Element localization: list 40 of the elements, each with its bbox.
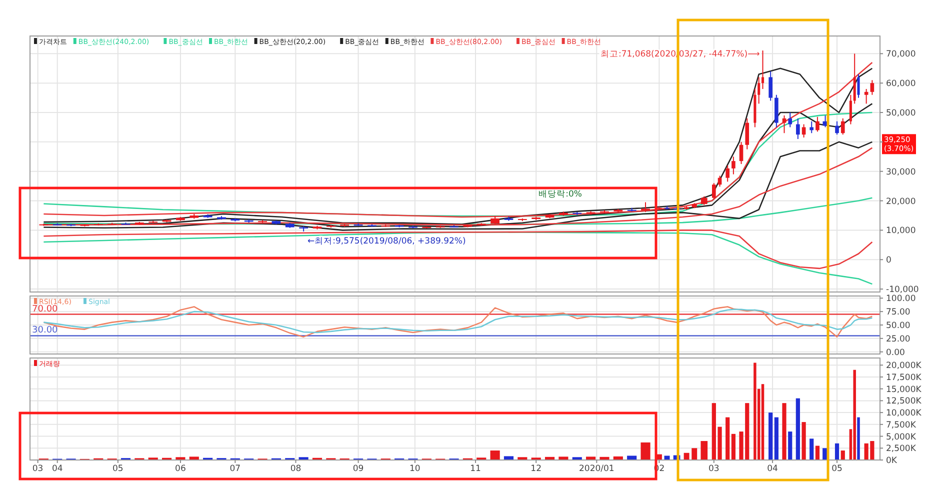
y-tick-label: 10,000K bbox=[886, 408, 922, 419]
y-tick-label: 50.00 bbox=[886, 321, 910, 331]
ref-line-label: 30.00 bbox=[32, 326, 58, 336]
y-tick-label: 100.00 bbox=[886, 294, 916, 304]
y-tick-label: 0K bbox=[886, 456, 898, 466]
ref-line-label: 70.00 bbox=[32, 304, 58, 314]
annotation: 배당락:0% bbox=[538, 190, 582, 200]
x-tick-label: 08 bbox=[290, 464, 302, 474]
x-tick-label: 03 bbox=[708, 464, 720, 474]
x-tick-label: 11 bbox=[470, 464, 481, 474]
y-tick-label: 10,000 bbox=[886, 226, 916, 236]
y-tick-label: 0.00 bbox=[886, 348, 905, 358]
y-tick-label: 70,000 bbox=[886, 50, 916, 60]
y-tick-label: 60,000 bbox=[886, 79, 916, 90]
annotation: ←최저:9,575(2019/08/06, +389.92%) bbox=[308, 236, 466, 246]
x-tick-label: 2020/01 bbox=[579, 464, 614, 474]
y-tick-label: 12,500K bbox=[886, 396, 922, 407]
y-tick-label: 0 bbox=[886, 256, 892, 266]
x-tick-label: 03 bbox=[32, 464, 44, 474]
y-tick-label: 17,500K bbox=[886, 372, 922, 383]
y-tick-label: 75.00 bbox=[886, 308, 910, 318]
x-tick-label: 09 bbox=[352, 464, 364, 474]
y-tick-label: 15,000K bbox=[886, 384, 922, 395]
x-tick-label: 04 bbox=[767, 464, 778, 474]
x-tick-label: 05 bbox=[112, 464, 124, 474]
x-tick-label: 06 bbox=[175, 464, 186, 474]
y-tick-label: 20,000K bbox=[886, 361, 922, 372]
y-tick-label: 50,000 bbox=[886, 108, 916, 119]
x-tick-label: 07 bbox=[230, 464, 241, 474]
y-tick-label: 25.00 bbox=[886, 334, 910, 344]
y-tick-label: 20,000 bbox=[886, 196, 916, 207]
y-tick-label: 2,500K bbox=[886, 444, 916, 454]
y-tick-label: 5,000K bbox=[886, 432, 916, 442]
y-tick-label: 7,500K bbox=[886, 420, 916, 430]
x-tick-label: 05 bbox=[832, 464, 842, 474]
x-tick-label: 10 bbox=[410, 464, 420, 474]
y-tick-label: 30,000 bbox=[886, 167, 916, 178]
y-tick-label: -10,000 bbox=[886, 285, 919, 296]
x-tick-label: 12 bbox=[530, 464, 542, 474]
x-tick-label: 04 bbox=[52, 464, 63, 474]
